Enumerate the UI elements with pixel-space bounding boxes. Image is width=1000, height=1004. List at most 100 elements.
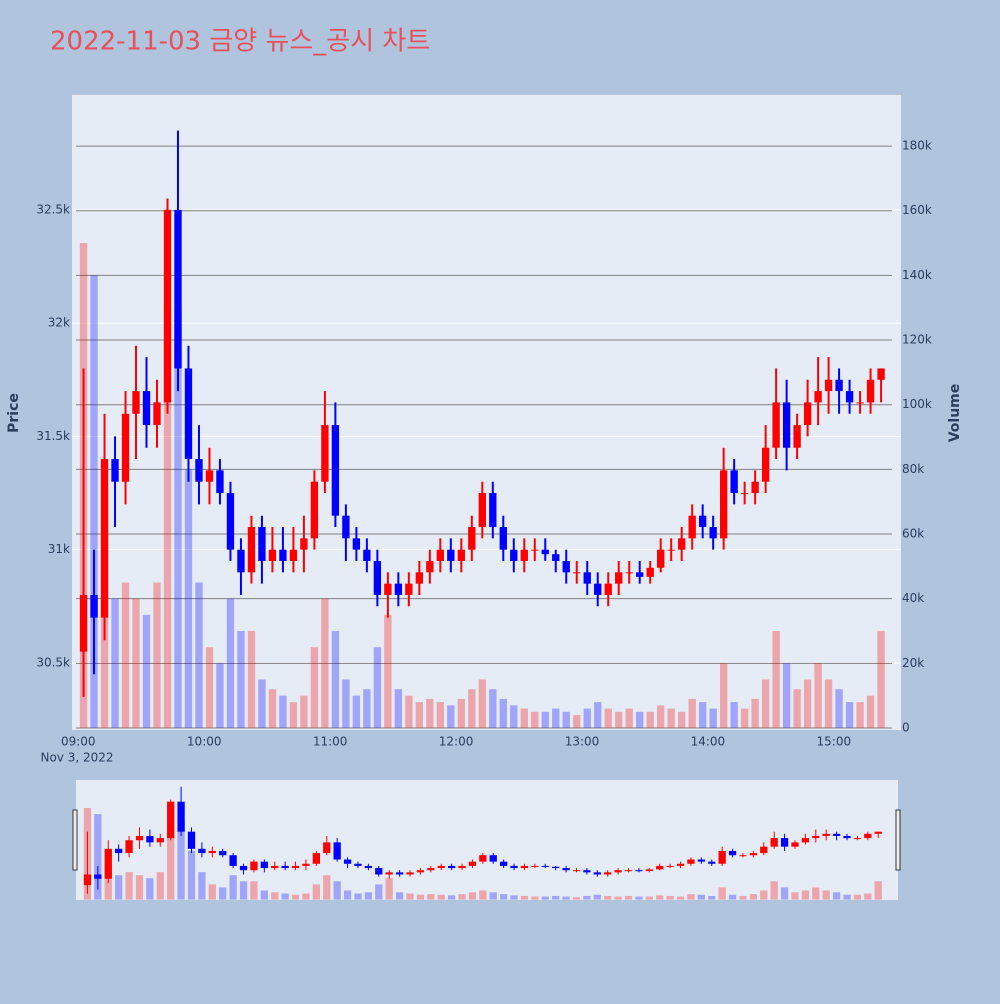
candle-body (594, 583, 602, 595)
volume-bar (739, 895, 747, 900)
candle-body (824, 379, 833, 392)
volume-bar (709, 708, 717, 728)
candle-body (698, 515, 707, 528)
y2-tick-label: 140k (902, 268, 932, 282)
volume-bar (132, 598, 140, 728)
candle-body (604, 583, 612, 595)
plot-area (72, 95, 901, 730)
volume-bar (447, 705, 455, 728)
y2-tick-label: 60k (902, 527, 924, 541)
candle-body (271, 865, 279, 869)
volume-bar (625, 708, 633, 728)
volume-bar (375, 884, 383, 900)
volume-bar (479, 890, 487, 900)
volume-bar (635, 896, 643, 900)
volume-bar (247, 631, 256, 728)
volume-bar (793, 689, 801, 728)
candle-body (730, 470, 738, 494)
volume-bar (845, 702, 854, 728)
candle-body (479, 855, 487, 862)
slider-handle[interactable] (72, 809, 78, 871)
candle-body (104, 848, 112, 879)
candle-body (832, 833, 841, 836)
candle-body (258, 527, 266, 561)
volume-bar (146, 878, 154, 900)
x-date-label: Nov 3, 2022 (40, 751, 113, 765)
volume-bar (520, 895, 529, 900)
x-tick-label: 11:00 (313, 735, 348, 749)
candle-body (174, 209, 182, 369)
volume-bar (343, 890, 352, 900)
candle-body (749, 853, 758, 856)
volume-bar (645, 896, 653, 900)
volume-bar (427, 894, 435, 900)
y2-axis-title: Volume (947, 384, 963, 443)
candle-body (593, 872, 601, 875)
volume-bar (167, 826, 175, 900)
candle-body (323, 842, 331, 854)
candle-body (268, 549, 277, 561)
candle-body (645, 869, 653, 872)
volume-bar (510, 705, 518, 728)
volume-bar (258, 679, 266, 728)
volume-bar (300, 695, 308, 728)
volume-bar (562, 896, 570, 900)
volume-bar (395, 892, 404, 900)
volume-bar (187, 850, 196, 900)
candle-body (364, 865, 373, 869)
candle-body (142, 391, 151, 426)
candle-body (782, 402, 791, 448)
volume-bar (749, 894, 758, 900)
candle-body (94, 874, 102, 879)
candle-body (195, 459, 203, 482)
volume-bar (688, 698, 696, 728)
volume-bar (594, 702, 602, 728)
candle-body (793, 425, 801, 448)
candle-body (384, 583, 392, 595)
candle-body (541, 549, 549, 555)
slider-handle[interactable] (895, 809, 901, 871)
volume-bar (489, 689, 497, 728)
volume-bar (541, 711, 549, 728)
volume-bar (237, 631, 245, 728)
volume-bar (156, 872, 164, 900)
candle-body (395, 872, 404, 875)
candle-body (688, 515, 696, 539)
candle-body (216, 470, 224, 494)
candle-body (835, 379, 843, 392)
candle-body (541, 865, 549, 867)
volume-bar (719, 663, 728, 728)
volume-bar (468, 892, 477, 900)
candle-body (510, 549, 518, 561)
range-slider[interactable] (76, 780, 898, 900)
candle-body (739, 855, 747, 857)
volume-bar (583, 895, 591, 900)
candle-body (801, 838, 810, 843)
candle-body (291, 865, 300, 869)
candle-body (426, 560, 434, 573)
candle-body (437, 865, 445, 869)
volume-bar (135, 875, 144, 900)
volume-bar (111, 598, 119, 728)
volume-bar (687, 894, 695, 900)
y2-tick-label: 120k (902, 333, 932, 347)
candle-body (510, 865, 518, 869)
candle-body (416, 870, 425, 873)
volume-bar (877, 631, 885, 728)
volume-bar (782, 663, 791, 728)
chart-title: 2022-11-03 금양 뉴스_공시 차트 (50, 27, 430, 57)
candle-body (468, 527, 476, 550)
candle-body (864, 833, 872, 839)
volume-bar (500, 894, 508, 900)
volume-bar (447, 895, 456, 900)
candle-body (300, 538, 308, 550)
candle-body (394, 583, 403, 595)
volume-bar (666, 895, 674, 900)
candle-body (237, 549, 245, 573)
candle-body (646, 567, 654, 577)
volume-bar (312, 884, 320, 900)
y-axis-title: Price (6, 393, 22, 433)
candle-body (489, 855, 497, 862)
candle-body (260, 861, 268, 869)
volume-bar (478, 679, 486, 728)
